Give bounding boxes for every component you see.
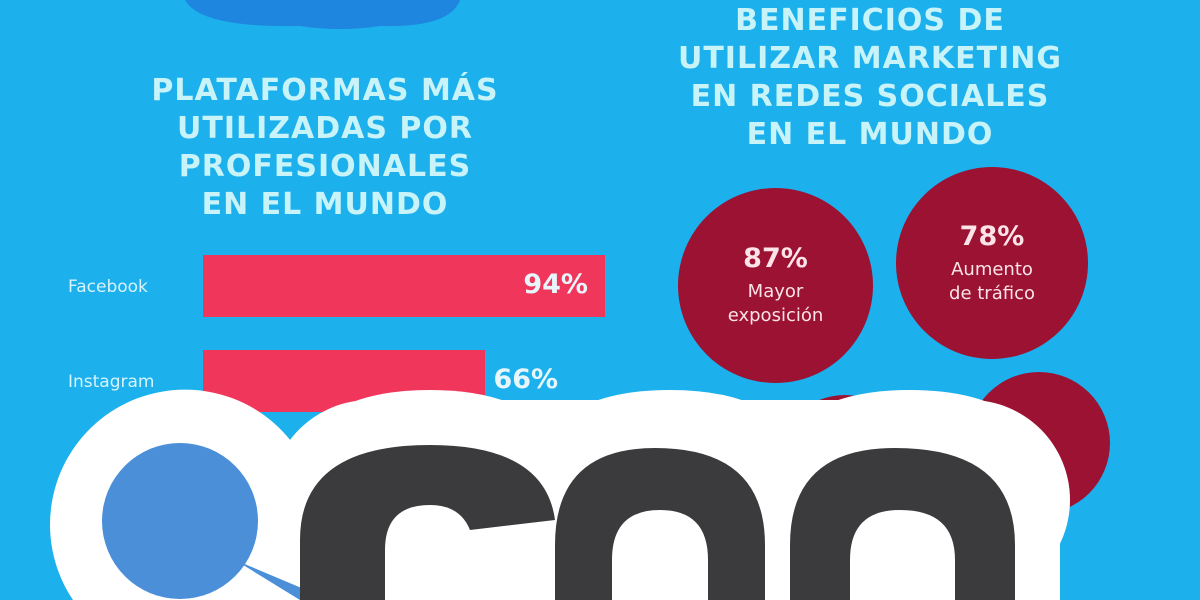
logo-letters xyxy=(300,445,1015,600)
bar xyxy=(203,255,606,317)
title-line: EN REDES SOCIALES xyxy=(690,79,1050,114)
benefit-caption: exposición xyxy=(727,305,824,326)
logo-blue-dot xyxy=(102,443,258,599)
bar-category-label: Instagram xyxy=(68,372,155,392)
title-line: PLATAFORMAS MÁS xyxy=(151,73,499,108)
bar-category-label: Facebook xyxy=(68,277,148,297)
title-line: PROFESIONALES xyxy=(178,149,472,184)
benefit-percent: 87% xyxy=(743,243,808,274)
title-line: BENEFICIOS DE xyxy=(735,3,1005,38)
title-line: EN EL MUNDO xyxy=(746,117,994,152)
benefit-caption: Mayor xyxy=(747,281,804,302)
cloud-shape xyxy=(185,0,460,29)
benefit-caption: Aumento xyxy=(951,258,1033,280)
left-title: PLATAFORMAS MÁS UTILIZADAS POR PROFESION… xyxy=(100,72,550,224)
benefit-percent: 78% xyxy=(959,220,1025,252)
right-title: BENEFICIOS DE UTILIZAR MARKETING EN REDE… xyxy=(640,2,1100,154)
bar-value-label: 94% xyxy=(523,269,588,300)
benefit-circle: 78% Aumento de tráfico xyxy=(896,167,1088,359)
title-line: UTILIZADAS POR xyxy=(177,111,473,146)
bar-value-label: 66% xyxy=(493,364,559,395)
title-line: UTILIZAR MARKETING xyxy=(677,41,1063,76)
benefit-circle: 87% Mayor exposición xyxy=(678,188,873,383)
benefit-caption: de tráfico xyxy=(949,282,1035,304)
title-line: EN EL MUNDO xyxy=(201,187,449,222)
